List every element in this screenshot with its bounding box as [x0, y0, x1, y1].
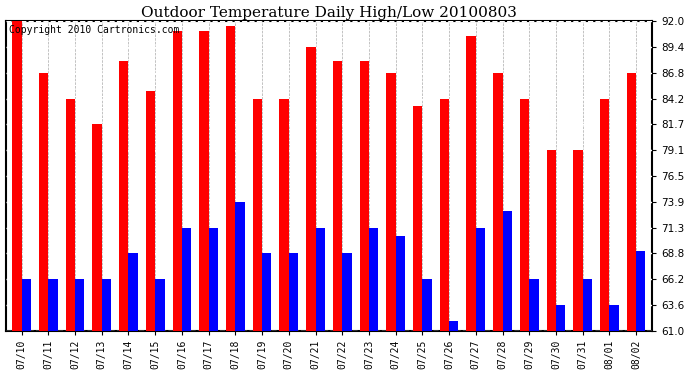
Bar	[556, 305, 565, 331]
Bar	[279, 99, 289, 331]
Bar	[12, 21, 21, 331]
Bar	[253, 99, 262, 331]
Bar	[208, 228, 218, 331]
Bar	[476, 228, 485, 331]
Title: Outdoor Temperature Daily High/Low 20100803: Outdoor Temperature Daily High/Low 20100…	[141, 6, 517, 20]
Bar	[66, 99, 75, 331]
Bar	[182, 228, 191, 331]
Bar	[21, 279, 31, 331]
Bar	[119, 61, 128, 331]
Bar	[333, 61, 342, 331]
Bar	[306, 47, 315, 331]
Bar	[582, 279, 592, 331]
Bar	[101, 279, 111, 331]
Bar	[48, 279, 58, 331]
Bar	[609, 305, 619, 331]
Bar	[359, 61, 369, 331]
Bar	[413, 106, 422, 331]
Text: Copyright 2010 Cartronics.com: Copyright 2010 Cartronics.com	[9, 26, 179, 35]
Bar	[235, 202, 245, 331]
Bar	[315, 228, 325, 331]
Bar	[92, 124, 101, 331]
Bar	[520, 99, 529, 331]
Bar	[369, 228, 378, 331]
Bar	[386, 73, 395, 331]
Bar	[636, 251, 645, 331]
Bar	[128, 253, 138, 331]
Bar	[39, 73, 48, 331]
Bar	[172, 31, 182, 331]
Bar	[493, 73, 502, 331]
Bar	[289, 253, 298, 331]
Bar	[155, 279, 164, 331]
Bar	[199, 31, 208, 331]
Bar	[449, 321, 458, 331]
Bar	[75, 279, 84, 331]
Bar	[502, 211, 512, 331]
Bar	[627, 73, 636, 331]
Bar	[342, 253, 352, 331]
Bar	[395, 236, 405, 331]
Bar	[422, 279, 432, 331]
Bar	[440, 99, 449, 331]
Bar	[529, 279, 539, 331]
Bar	[573, 150, 582, 331]
Bar	[146, 91, 155, 331]
Bar	[546, 150, 556, 331]
Bar	[600, 99, 609, 331]
Bar	[466, 36, 476, 331]
Bar	[226, 26, 235, 331]
Bar	[262, 253, 271, 331]
